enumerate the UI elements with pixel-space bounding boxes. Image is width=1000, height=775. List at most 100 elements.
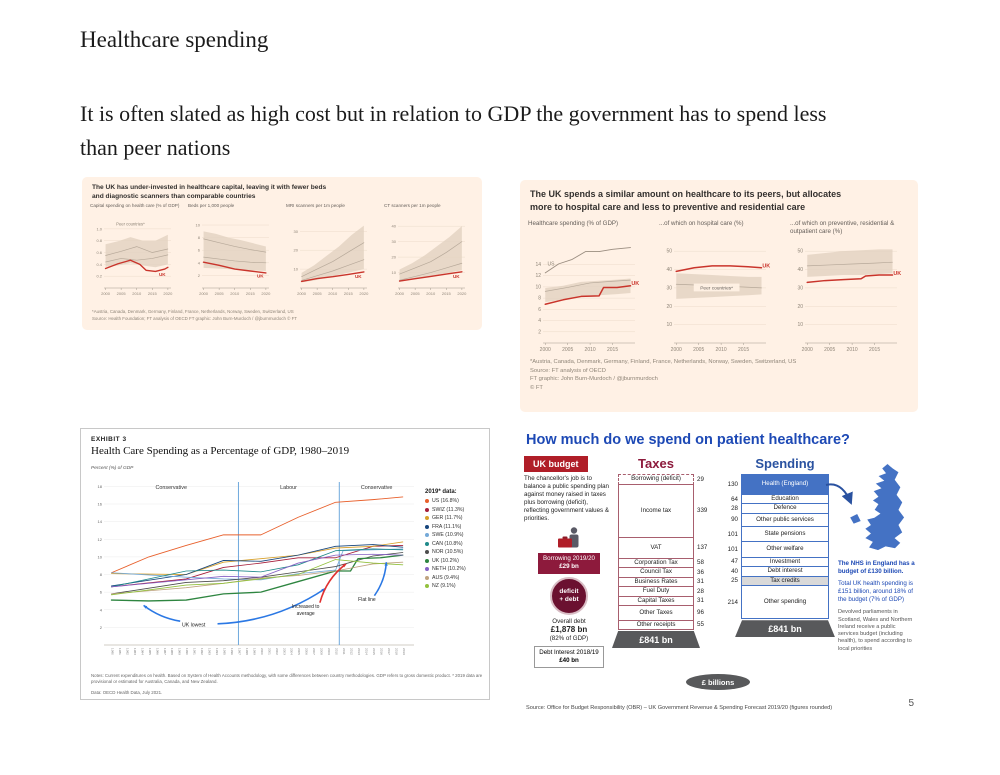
svg-text:2019: 2019 bbox=[402, 648, 406, 655]
svg-text:2008: 2008 bbox=[320, 648, 324, 655]
spend-row: 214 Other spending bbox=[723, 585, 831, 620]
uk-budget-column: UK budget The chancellor's job is to bal… bbox=[524, 456, 614, 669]
svg-text:1998: 1998 bbox=[245, 648, 249, 655]
svg-text:20: 20 bbox=[294, 248, 299, 253]
svg-text:6: 6 bbox=[198, 248, 201, 253]
spend-row: 90 Other public services bbox=[723, 512, 831, 528]
spend-row: 101 State pensions bbox=[723, 526, 831, 543]
svg-text:2000: 2000 bbox=[297, 291, 307, 296]
health-to-map-arrow bbox=[825, 483, 853, 505]
legend-color-dot bbox=[425, 567, 429, 571]
legend-item: NETH (10.2%) bbox=[425, 566, 487, 572]
tax-segment-value: 55 bbox=[697, 621, 704, 629]
spending-column: 130 Health (England) 64 Education 28 Defence 9… bbox=[723, 474, 835, 638]
ct-title: CT scanners per 1m people bbox=[384, 203, 441, 208]
svg-text:6: 6 bbox=[538, 307, 541, 313]
beds-title: Beds per 1,000 people bbox=[188, 203, 235, 208]
legend-color-dot bbox=[425, 558, 429, 563]
svg-text:UK lowest: UK lowest bbox=[182, 622, 206, 628]
svg-text:2009: 2009 bbox=[327, 648, 331, 655]
spending-rows: 130 Health (England) 64 Education 28 Defence 9… bbox=[723, 474, 831, 620]
overall-debt-note: (82% of GDP) bbox=[549, 635, 589, 643]
ft-capital-footnote-line1: *Austria, Canada, Denmark, Germany, Finl… bbox=[92, 309, 294, 314]
overall-debt-block: Overall debt £1,878 bn (82% of GDP) bbox=[550, 618, 589, 644]
uk-map-graphic bbox=[849, 463, 905, 551]
tax-row: Income tax 339 bbox=[618, 483, 716, 538]
svg-text:2020: 2020 bbox=[163, 291, 173, 296]
svg-text:1988: 1988 bbox=[170, 648, 174, 655]
legend-label: GER (11.7%) bbox=[432, 515, 463, 521]
svg-text:2020: 2020 bbox=[359, 291, 369, 296]
ft-allocation-copyright: © FT bbox=[530, 385, 543, 392]
tax-segment-value: 58 bbox=[697, 559, 704, 567]
svg-text:1990: 1990 bbox=[185, 648, 189, 655]
spend-segment: Other spending bbox=[741, 585, 829, 620]
legend-label: NZ (9.1%) bbox=[432, 583, 456, 589]
tax-segment-value: 36 bbox=[697, 568, 704, 576]
legend-item: NZ (9.1%) bbox=[425, 583, 487, 589]
svg-text:1982: 1982 bbox=[125, 648, 129, 655]
spend-segment-label: Other public services bbox=[756, 515, 814, 523]
hospital-care-chart: 10 20 30 40 50 2000 2005 2010 2015 Peer countries… bbox=[659, 236, 781, 356]
svg-text:2006: 2006 bbox=[305, 648, 309, 655]
borrowing-box: Borrowing 2019/20 £29 bn bbox=[538, 553, 600, 574]
svg-text:2013: 2013 bbox=[357, 648, 361, 655]
legend-item: GER (11.7%) bbox=[425, 515, 487, 521]
svg-text:2005: 2005 bbox=[562, 347, 573, 353]
svg-text:Conservative: Conservative bbox=[155, 485, 186, 491]
ft-allocation-footnote-line1: *Austria, Canada, Denmark, Germany, Finl… bbox=[530, 359, 797, 365]
svg-text:40: 40 bbox=[666, 267, 672, 273]
svg-text:4: 4 bbox=[100, 607, 103, 612]
svg-text:UK: UK bbox=[159, 272, 166, 277]
spend-segment-label: Other spending bbox=[763, 598, 807, 606]
taxes-column: Borrowing (deficit) 29 Income tax 339 VAT 137… bbox=[612, 474, 716, 648]
budget-infographic: How much do we spend on patient healthca… bbox=[518, 428, 920, 720]
svg-text:Increased to: Increased to bbox=[292, 604, 320, 610]
spending-gdp-title: Healthcare spending (% of GDP) bbox=[528, 220, 619, 227]
svg-text:2000: 2000 bbox=[260, 648, 264, 655]
chancellor-red-box-icon bbox=[558, 527, 579, 548]
legend-color-dot bbox=[425, 524, 429, 529]
svg-text:Labour: Labour bbox=[280, 485, 297, 491]
svg-text:UK: UK bbox=[631, 281, 639, 287]
beds-mini: Beds per 1,000 people 2 4 6 8 10 2000 2005 2010… bbox=[188, 203, 280, 299]
subtitle-line-2: than peer nations bbox=[80, 135, 231, 161]
preventive-care-title: ...of which on preventive, residential &… bbox=[790, 220, 895, 235]
spend-row: 130 Health (England) bbox=[723, 474, 831, 495]
svg-text:2000: 2000 bbox=[540, 347, 551, 353]
tax-row: Other receipts 55 bbox=[618, 619, 716, 630]
svg-text:1991: 1991 bbox=[193, 648, 197, 655]
svg-text:2007: 2007 bbox=[312, 648, 316, 655]
ft-allocation-panel: The UK spends a similar amount on health… bbox=[520, 180, 918, 412]
svg-text:20: 20 bbox=[666, 304, 672, 310]
total-uk-health-note: Total UK health spending is £151 billion… bbox=[838, 580, 913, 604]
spend-segment-label: Debt interest bbox=[767, 567, 803, 575]
svg-text:10: 10 bbox=[98, 554, 103, 559]
legend-item: SWE (10.9%) bbox=[425, 532, 487, 538]
spending-header: Spending bbox=[755, 456, 815, 471]
tax-segment: VAT bbox=[618, 536, 694, 559]
ct-mini: CT scanners per 1m people 10 20 30 40 2000 20… bbox=[384, 203, 476, 299]
ft-allocation-source: Source: FT analysis of OECD bbox=[530, 367, 606, 374]
taxes-header: Taxes bbox=[638, 456, 674, 471]
svg-text:1989: 1989 bbox=[178, 648, 182, 655]
spend-segment-value: 214 bbox=[727, 598, 738, 606]
svg-text:1995: 1995 bbox=[223, 648, 227, 655]
svg-text:1986: 1986 bbox=[155, 648, 159, 655]
ft-capital-title: The UK has under-invested in healthcare … bbox=[92, 184, 326, 202]
legend-item: NOR (10.5%) bbox=[425, 549, 487, 555]
spend-segment-value: 40 bbox=[731, 567, 738, 575]
spend-segment-label: Defence bbox=[773, 504, 797, 512]
spend-segment-label: Other welfare bbox=[766, 545, 804, 553]
page-title: Healthcare spending bbox=[80, 27, 269, 52]
hospital-care-title: ...of which on hospital care (%) bbox=[659, 220, 744, 227]
svg-text:2005: 2005 bbox=[693, 347, 704, 353]
ft-capital-title-line2: and diagnostic scanners than comparable … bbox=[92, 192, 256, 200]
ft-capital-panel: The UK has under-invested in healthcare … bbox=[82, 177, 482, 330]
svg-text:2003: 2003 bbox=[282, 648, 286, 655]
svg-text:2011: 2011 bbox=[342, 648, 346, 655]
svg-text:1.0: 1.0 bbox=[96, 226, 102, 231]
svg-text:30: 30 bbox=[797, 285, 803, 291]
spend-segment-label: State pensions bbox=[764, 530, 806, 538]
